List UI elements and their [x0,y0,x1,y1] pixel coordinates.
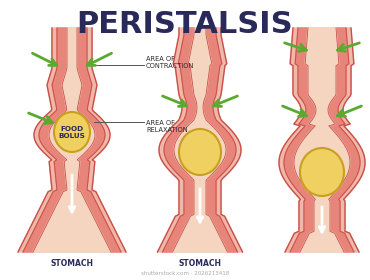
Polygon shape [162,28,197,252]
Polygon shape [33,28,111,252]
Polygon shape [279,28,365,252]
Text: FOOD
BOLUS: FOOD BOLUS [58,125,85,139]
Polygon shape [172,28,228,252]
Polygon shape [284,28,316,252]
Text: PERISTALSIS: PERISTALSIS [77,10,293,39]
Polygon shape [77,28,121,252]
Ellipse shape [179,129,221,175]
Polygon shape [203,28,238,252]
Ellipse shape [54,112,90,152]
Text: AREA OF
CONTRACTION: AREA OF CONTRACTION [146,55,194,69]
Text: shutterstock.com · 2026213418: shutterstock.com · 2026213418 [141,271,229,276]
Polygon shape [294,28,350,252]
Polygon shape [23,28,67,252]
Polygon shape [18,28,126,252]
Text: STOMACH: STOMACH [50,260,94,269]
Text: AREA OF
RELAXATION: AREA OF RELAXATION [146,120,188,132]
Ellipse shape [300,148,344,196]
Polygon shape [328,28,360,252]
Polygon shape [158,28,242,252]
Text: STOMACH: STOMACH [178,260,222,269]
